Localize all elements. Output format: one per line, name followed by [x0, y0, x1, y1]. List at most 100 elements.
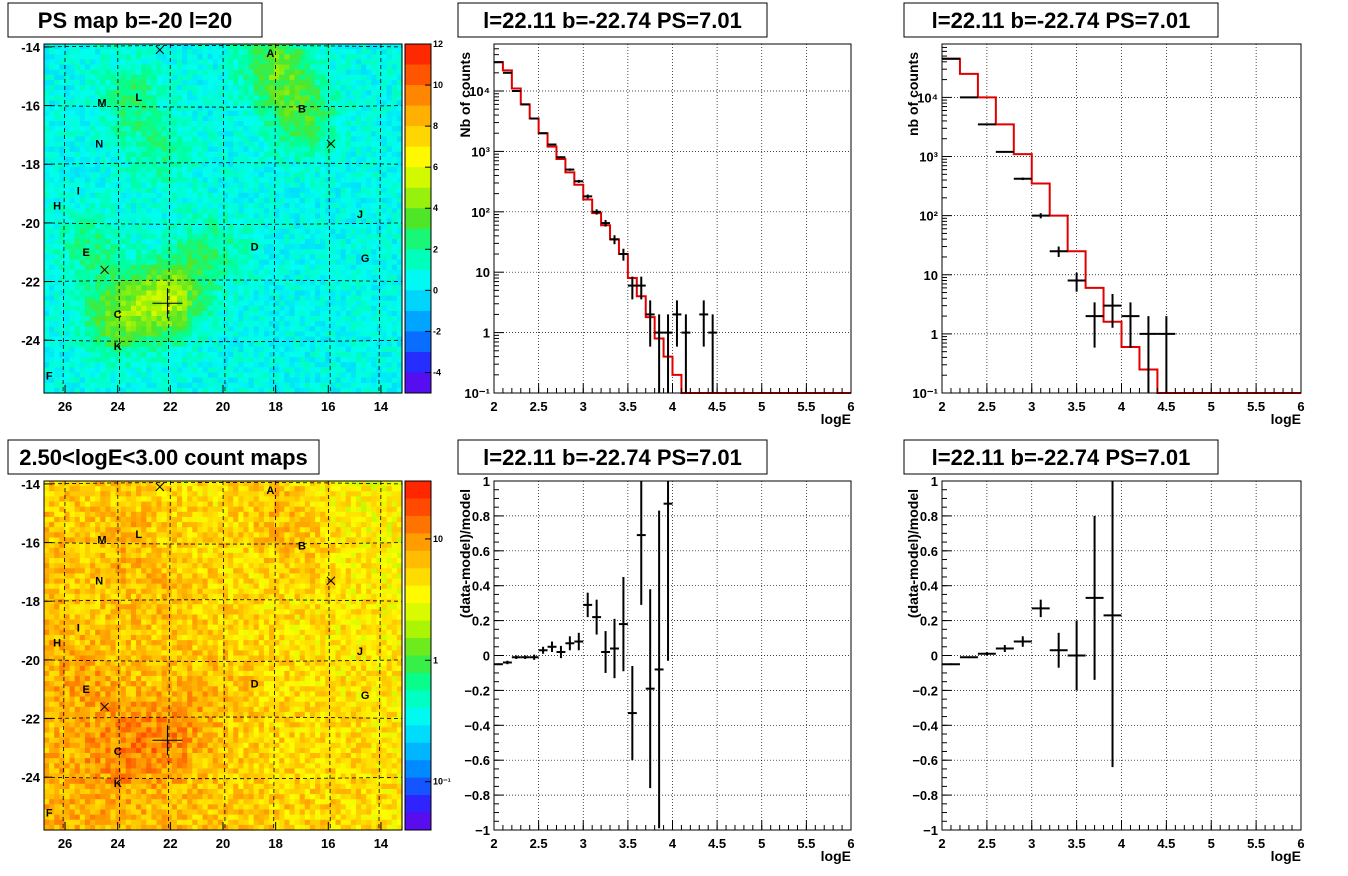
heatmap-cell — [396, 79, 403, 86]
heatmap-cell — [95, 387, 101, 394]
heatmap-cell — [44, 69, 50, 76]
heatmap-cell — [44, 141, 50, 148]
heatmap-cell — [59, 64, 66, 71]
heatmap-cell — [248, 177, 255, 184]
heatmap-cell — [115, 305, 122, 312]
heatmap-cell — [304, 182, 311, 189]
heatmap-cell — [202, 249, 209, 256]
heatmap-cell — [350, 172, 357, 179]
data-point — [645, 300, 655, 347]
heatmap-cell — [320, 69, 326, 76]
heatmap-cell — [335, 120, 342, 127]
heatmap-cell — [217, 172, 224, 179]
heatmap-cell — [105, 115, 112, 122]
heatmap-cell — [396, 74, 403, 81]
heatmap-cell — [355, 177, 362, 184]
heatmap-cell — [176, 290, 183, 297]
heatmap-cell — [355, 367, 362, 374]
heatmap-cell — [361, 239, 367, 245]
heatmap-cell — [212, 90, 219, 96]
heatmap-cell — [243, 115, 250, 122]
heatmap-cell — [202, 382, 209, 389]
heatmap-cell — [110, 259, 117, 266]
heatmap-cell — [54, 115, 60, 122]
heatmap-cell — [166, 290, 173, 297]
heatmap-cell — [125, 131, 132, 137]
heatmap-cell — [315, 269, 321, 276]
heatmap-cell — [320, 351, 326, 358]
heatmap-cell — [386, 305, 393, 312]
data-point — [654, 314, 664, 393]
heatmap-cell — [141, 285, 147, 291]
heatmap-cell — [228, 351, 234, 358]
heatmap-cell — [355, 310, 362, 317]
heatmap-cell — [95, 182, 101, 189]
heatmap-cell — [238, 290, 245, 297]
heatmap-cell — [176, 346, 183, 353]
heatmap-cell — [325, 228, 331, 235]
heatmap-cell — [105, 120, 112, 127]
heatmap-cell — [274, 233, 280, 240]
heatmap-cell — [207, 44, 214, 50]
heatmap-cell — [279, 331, 285, 338]
heatmap-cell — [248, 326, 255, 333]
heatmap-cell — [166, 336, 173, 343]
heatmap-cell — [335, 305, 342, 312]
heatmap-cell — [125, 74, 132, 81]
heatmap-cell — [381, 182, 388, 189]
heatmap-cell — [110, 172, 117, 179]
heatmap-cell — [146, 233, 152, 240]
heatmap-cell — [95, 228, 101, 235]
heatmap-cell — [289, 300, 296, 307]
heatmap-cell — [141, 239, 147, 245]
heatmap-cell — [366, 367, 372, 374]
heatmap-cell — [361, 131, 367, 137]
heatmap-cell — [146, 146, 152, 153]
heatmap-cell — [330, 208, 337, 214]
heatmap-cell — [136, 233, 142, 240]
heatmap-cell — [376, 146, 383, 153]
heatmap-cell — [340, 197, 347, 204]
heatmap-cell — [228, 136, 234, 143]
heatmap-cell — [161, 141, 168, 148]
heatmap-cell — [197, 120, 204, 127]
heatmap-cell — [54, 377, 60, 384]
heatmap-cell — [171, 341, 178, 348]
heatmap-cell — [391, 387, 398, 394]
heatmap-cell — [151, 177, 158, 184]
heatmap-cell — [130, 223, 137, 230]
heatmap-cell — [309, 59, 316, 66]
heatmap-cell — [95, 162, 101, 168]
heatmap-cell — [212, 269, 219, 276]
heatmap-cell — [269, 151, 275, 158]
heatmap-cell — [228, 100, 234, 107]
heatmap-cell — [197, 126, 204, 132]
heatmap-cell — [100, 326, 106, 333]
heatmap-cell — [274, 387, 280, 394]
heatmap-cell — [263, 233, 270, 240]
heatmap-cell — [95, 321, 101, 327]
heatmap-cell — [223, 305, 229, 312]
heatmap-cell — [258, 177, 265, 184]
heatmap-cell — [304, 44, 311, 50]
heatmap-cell — [156, 120, 163, 127]
heatmap-cell — [381, 357, 388, 363]
heatmap-cell — [253, 316, 260, 322]
heatmap-cell — [376, 177, 383, 184]
heatmap-cell — [79, 59, 86, 66]
heatmap-cell — [263, 156, 270, 163]
heatmap-cell — [54, 187, 60, 194]
heatmap-cell — [105, 192, 112, 199]
heatmap-cell — [263, 346, 270, 353]
heatmap-cell — [253, 79, 260, 86]
heatmap-cell — [49, 208, 55, 214]
heatmap-cell — [289, 218, 296, 225]
heatmap-cell — [366, 233, 372, 240]
heatmap-cell — [115, 372, 122, 379]
heatmap-cell — [335, 85, 342, 91]
heatmap-cell — [192, 69, 199, 76]
heatmap-cell — [146, 141, 152, 148]
heatmap-cell — [176, 218, 183, 225]
heatmap-cell — [59, 85, 66, 91]
heatmap-cell — [371, 372, 378, 379]
